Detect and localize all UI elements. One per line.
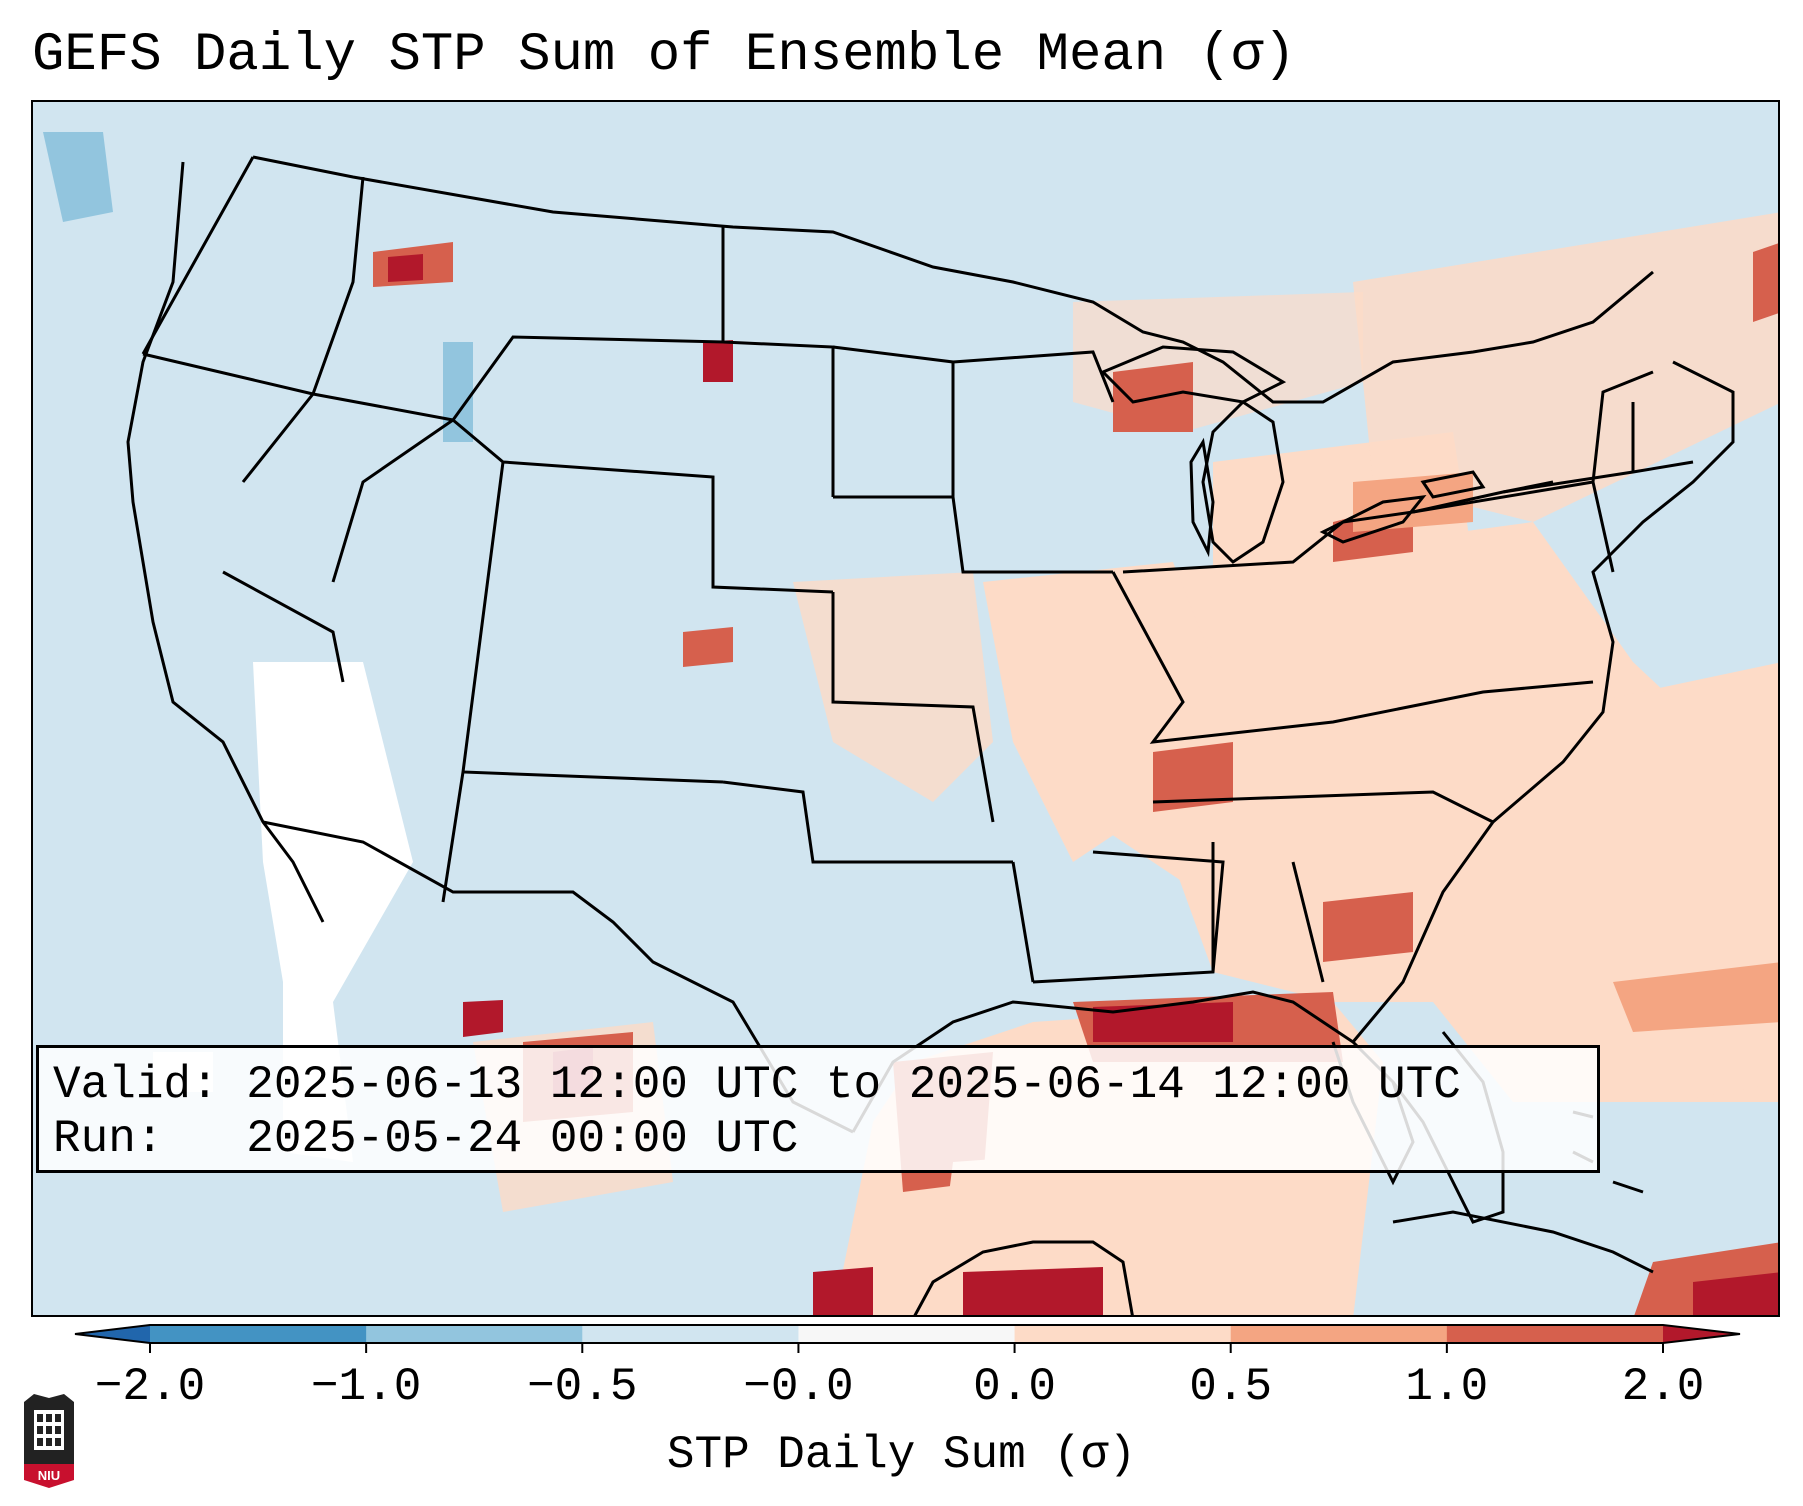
lake-michigan bbox=[1189, 437, 1215, 558]
atlantic-coast bbox=[1351, 360, 1735, 1043]
colorbar-ticks bbox=[149, 1343, 1664, 1353]
colorbar bbox=[74, 1324, 1741, 1353]
colorbar-label: STP Daily Sum (σ) bbox=[666, 1429, 1137, 1481]
lake-superior bbox=[1100, 345, 1287, 404]
colorbar-segment bbox=[366, 1325, 583, 1343]
colorbar-segment bbox=[582, 1325, 799, 1343]
colorbar-tick-label: −2.0 bbox=[94, 1361, 206, 1413]
colorbar-tick-label: −0.0 bbox=[743, 1361, 854, 1413]
patch-tennessee bbox=[1153, 742, 1233, 812]
state-lines-west bbox=[141, 156, 454, 683]
patch-colorado bbox=[683, 627, 733, 667]
state-lines-rockies bbox=[441, 227, 835, 903]
chart-title: GEFS Daily STP Sum of Ensemble Mean (σ) bbox=[32, 25, 1296, 86]
neg-pacific-nw bbox=[43, 132, 113, 222]
field-patches bbox=[373, 242, 1778, 1315]
patch-gulf-coast-vhigh bbox=[1093, 1002, 1233, 1042]
colorbar-segment bbox=[1230, 1325, 1448, 1343]
cuba bbox=[1392, 1210, 1654, 1274]
neg-idaho bbox=[443, 342, 473, 442]
colorbar-segment bbox=[150, 1325, 367, 1343]
run-time-text: Run: 2025-05-24 00:00 UTC bbox=[53, 1113, 799, 1165]
state-lines-plains bbox=[722, 345, 1113, 864]
valid-time-text: Valid: 2025-06-13 12:00 UTC to 2025-06-1… bbox=[53, 1059, 1461, 1111]
patch-yucatan-vhigh bbox=[963, 1267, 1103, 1315]
colorbar-over-arrow bbox=[1663, 1325, 1740, 1343]
yucatan bbox=[913, 1240, 1134, 1315]
colorbar-tick-label: −1.0 bbox=[310, 1361, 422, 1413]
patch-georgia bbox=[1323, 892, 1413, 962]
colorbar-segment bbox=[1014, 1325, 1232, 1343]
patch-maine bbox=[1753, 243, 1778, 322]
patch-sonora bbox=[463, 1000, 503, 1037]
colorbar-tick-label: 1.0 bbox=[1405, 1361, 1489, 1413]
state-lines-south bbox=[1011, 790, 1494, 984]
patch-yucatan-high bbox=[813, 1267, 873, 1315]
colorbar-tick-label: 0.5 bbox=[1189, 1361, 1273, 1413]
patch-west-atlantic bbox=[1613, 962, 1778, 1032]
patch-wyoming bbox=[703, 340, 733, 382]
colorbar-tick-label: −0.5 bbox=[527, 1361, 638, 1413]
colorbar-segments bbox=[150, 1325, 1664, 1343]
patch-idaho-vhigh bbox=[388, 254, 423, 282]
colorbar-tick-label: 0.0 bbox=[973, 1361, 1056, 1413]
region-plains bbox=[793, 572, 993, 802]
info-box: Valid: 2025-06-13 12:00 UTC to 2025-06-1… bbox=[36, 1045, 1600, 1173]
michigan-outline bbox=[1201, 400, 1285, 564]
state-lines-northeast bbox=[1412, 370, 1694, 573]
patch-caribbean-vhigh bbox=[1693, 1272, 1778, 1315]
colorbar-under-arrow bbox=[75, 1325, 150, 1343]
niu-logo: NIU bbox=[24, 1394, 74, 1488]
gulf-coast bbox=[851, 990, 1415, 1186]
canada-border bbox=[252, 155, 1654, 404]
colorbar-segment bbox=[1446, 1325, 1664, 1343]
svg-text:NIU: NIU bbox=[38, 1468, 60, 1483]
region-northeast bbox=[1353, 212, 1778, 522]
neutral-baja bbox=[253, 662, 413, 1162]
lake-erie bbox=[1319, 495, 1427, 544]
boundaries bbox=[126, 155, 1735, 1315]
lake-ontario bbox=[1420, 470, 1486, 499]
colorbar-tick-label: 2.0 bbox=[1621, 1361, 1705, 1413]
colorbar-segment bbox=[798, 1325, 1016, 1343]
pacific-coast bbox=[126, 161, 325, 923]
region-east-plume bbox=[1033, 522, 1778, 1102]
